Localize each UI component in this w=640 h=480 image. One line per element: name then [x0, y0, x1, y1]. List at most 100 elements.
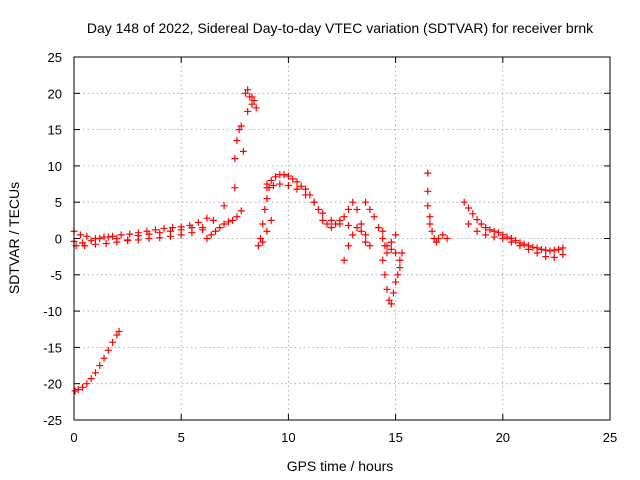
data-point: [79, 239, 87, 247]
data-point: [231, 184, 239, 192]
data-point: [115, 327, 123, 335]
data-point: [546, 247, 554, 255]
data-point: [267, 176, 275, 184]
data-point: [74, 386, 82, 394]
data-point: [542, 253, 550, 261]
data-point: [319, 209, 327, 217]
data-point: [248, 93, 256, 101]
data-point: [392, 278, 400, 286]
data-point: [293, 178, 301, 186]
data-point: [327, 216, 335, 224]
data-point: [477, 220, 485, 228]
data-point: [344, 242, 352, 250]
y-tick-label: -5: [50, 268, 62, 283]
data-point: [344, 221, 352, 229]
data-point: [104, 233, 112, 241]
data-point: [357, 220, 365, 228]
data-point: [482, 231, 490, 239]
axis-ticks: [73, 56, 611, 421]
data-point: [289, 175, 297, 183]
grid-lines: [74, 57, 610, 420]
data-point: [113, 331, 121, 339]
data-point: [209, 216, 217, 224]
data-point: [379, 235, 387, 242]
data-point: [87, 375, 95, 383]
data-point: [396, 264, 404, 272]
data-point: [383, 285, 391, 293]
data-point: [434, 235, 442, 242]
data-point: [231, 155, 239, 163]
data-point: [443, 235, 451, 242]
data-point: [473, 227, 481, 235]
data-point: [503, 233, 511, 241]
data-point: [297, 182, 305, 190]
x-tick-label: 0: [70, 430, 77, 445]
chart-title: Day 148 of 2022, Sidereal Day-to-day VTE…: [87, 20, 594, 36]
y-tick-label: 15: [48, 123, 62, 138]
data-point: [439, 231, 447, 239]
data-point: [512, 237, 520, 245]
data-point: [529, 243, 537, 251]
data-point: [87, 237, 95, 245]
data-point: [424, 169, 432, 177]
data-point: [257, 235, 265, 242]
data-point: [542, 246, 550, 254]
data-point: [169, 224, 177, 232]
data-point: [537, 245, 545, 253]
data-point: [381, 271, 389, 279]
data-point: [194, 219, 202, 227]
data-point: [428, 227, 436, 235]
data-point: [366, 242, 374, 250]
data-point: [340, 213, 348, 221]
data-point: [310, 198, 318, 206]
data-point: [464, 220, 472, 228]
data-point: [389, 289, 397, 297]
data-point: [482, 224, 490, 232]
data-point: [469, 210, 477, 218]
data-point: [353, 205, 361, 213]
data-point: [71, 387, 79, 395]
data-point: [102, 240, 110, 248]
data-point: [244, 86, 252, 94]
data-point: [392, 249, 400, 257]
data-point: [134, 232, 142, 240]
data-point: [398, 249, 406, 257]
data-point: [235, 126, 243, 134]
data-points: [70, 86, 567, 395]
data-point: [280, 171, 288, 179]
data-point: [460, 198, 468, 206]
data-point: [327, 224, 335, 232]
data-point: [319, 216, 327, 224]
data-point: [272, 173, 280, 181]
data-point: [199, 226, 207, 234]
data-point: [248, 100, 256, 108]
y-tick-label: -15: [43, 340, 62, 355]
data-point: [499, 235, 507, 242]
data-point: [284, 182, 292, 190]
data-point: [520, 240, 528, 248]
data-point: [392, 231, 400, 239]
data-point: [473, 216, 481, 224]
data-point: [212, 227, 220, 235]
y-tick-label: 10: [48, 159, 62, 174]
data-point: [284, 172, 292, 180]
data-point: [394, 271, 402, 279]
data-point: [224, 218, 232, 226]
y-tick-label: 25: [48, 50, 62, 65]
data-point: [233, 136, 241, 144]
data-point: [263, 227, 271, 235]
data-point: [156, 229, 164, 237]
data-point: [109, 338, 117, 346]
data-point: [381, 242, 389, 250]
data-point: [188, 224, 196, 232]
data-point: [96, 235, 104, 242]
data-point: [486, 226, 494, 234]
data-point: [145, 230, 153, 238]
data-point: [177, 226, 185, 234]
data-point: [104, 346, 112, 354]
data-point: [91, 240, 99, 248]
data-point: [332, 220, 340, 228]
data-point: [340, 256, 348, 264]
data-point: [385, 296, 393, 304]
